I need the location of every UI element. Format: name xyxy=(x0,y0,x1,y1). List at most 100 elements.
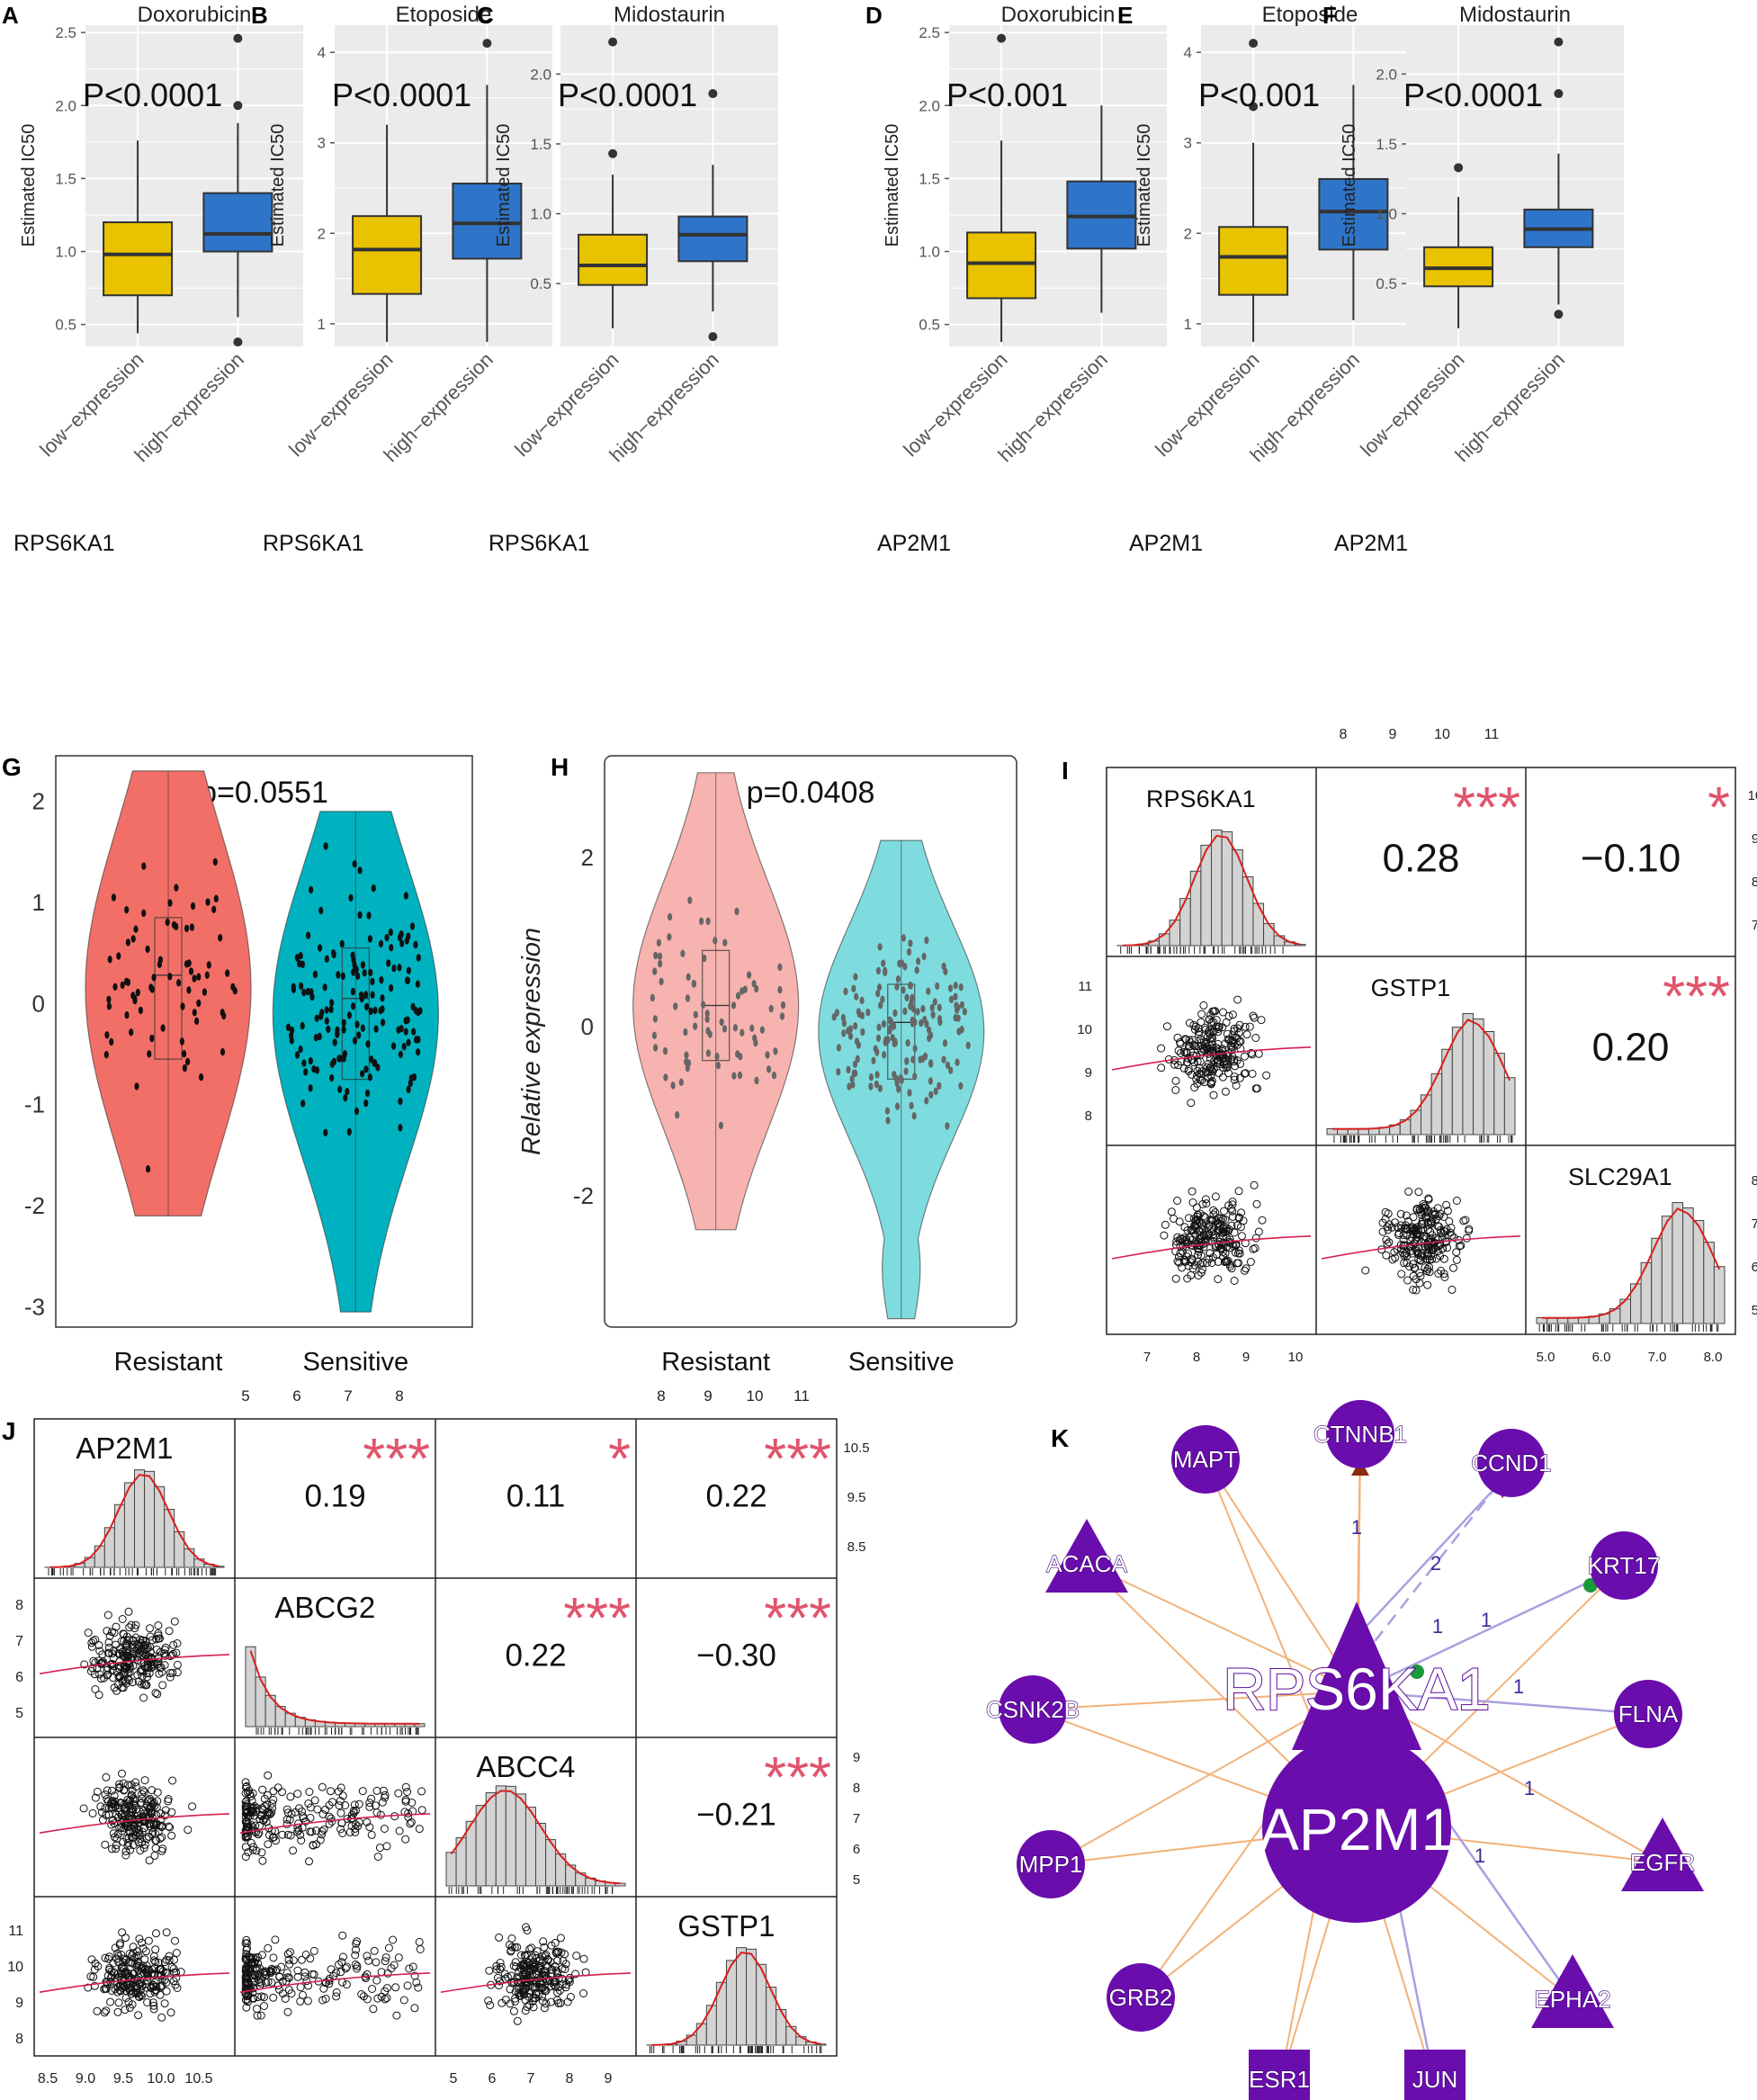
density-curve xyxy=(1331,1019,1511,1130)
data-point xyxy=(881,959,886,967)
scatter-point xyxy=(382,1994,391,2003)
scatter-point xyxy=(125,1623,134,1632)
edge-label: 2 xyxy=(1430,1552,1441,1575)
x-tick-label: low−expression xyxy=(899,348,1011,461)
scatter-point xyxy=(243,1788,252,1797)
scatter-point xyxy=(529,1965,538,1974)
scatter-point xyxy=(80,1660,89,1669)
correlation-value: −0.30 xyxy=(696,1638,776,1673)
scatter-point xyxy=(103,1665,112,1674)
data-point xyxy=(747,971,752,979)
data-point xyxy=(230,983,236,992)
scatter-point xyxy=(89,1656,98,1665)
scatter-point xyxy=(318,1830,327,1839)
scatter-point xyxy=(416,1945,425,1953)
loess-curve xyxy=(1111,1235,1312,1260)
scatter-point xyxy=(1197,1070,1206,1079)
y-tick-label: 2 xyxy=(318,225,326,242)
scatter-point xyxy=(336,1783,345,1792)
data-point xyxy=(312,970,318,979)
scatter-point xyxy=(1230,1027,1239,1036)
scatter-point xyxy=(1449,1233,1458,1242)
scatter-point xyxy=(1180,1223,1189,1232)
data-point xyxy=(749,1024,755,1033)
data-point xyxy=(186,959,192,967)
data-point xyxy=(704,1010,710,1018)
p-value-label: P<0.001 xyxy=(1198,76,1320,113)
x-tick-label: high−expression xyxy=(1246,348,1364,466)
data-point xyxy=(877,943,883,951)
data-point xyxy=(309,885,314,894)
scatter-point xyxy=(352,1806,360,1815)
scatter-point xyxy=(1223,1029,1232,1038)
y-axis-label: Estimated IC50 xyxy=(883,124,902,247)
scatter-point xyxy=(283,1950,292,1959)
scatter-point xyxy=(151,1835,160,1844)
x-tick-label: Sensitive xyxy=(303,1348,409,1377)
data-point xyxy=(384,933,390,942)
y-tick-label: 1.0 xyxy=(530,206,551,223)
scatter-point xyxy=(540,2004,549,2013)
scatter-point xyxy=(365,1802,374,1811)
scatter-point xyxy=(116,1673,125,1682)
scatter-point xyxy=(101,1953,110,1962)
scatter-point xyxy=(1220,1258,1229,1267)
scatter-point xyxy=(1161,1220,1170,1229)
scatter-point xyxy=(156,1634,165,1643)
scatter-point xyxy=(95,1670,103,1679)
data-point xyxy=(199,1073,204,1081)
scatter-point xyxy=(148,1980,157,1989)
scatter-point xyxy=(287,1809,296,1818)
scatter-point xyxy=(1452,1255,1461,1264)
scatter-point xyxy=(134,1643,143,1652)
scatter-point xyxy=(1218,1228,1227,1237)
scatter-point xyxy=(318,1782,327,1791)
scatter-point xyxy=(1465,1226,1474,1235)
scatter-point xyxy=(1234,1187,1243,1196)
scatter-point xyxy=(542,1999,551,2008)
scatter-point xyxy=(327,1814,336,1823)
scatter-point xyxy=(157,2013,166,2022)
data-point xyxy=(125,938,130,947)
histogram-bar xyxy=(475,1805,487,1887)
data-point xyxy=(714,1053,720,1061)
data-point xyxy=(413,940,418,949)
scatter-point xyxy=(260,2002,268,2010)
scatter-point xyxy=(167,1831,176,1840)
scatter-point xyxy=(1191,1217,1200,1226)
scatter-point xyxy=(131,1778,140,1787)
scatter-point xyxy=(266,1969,275,1978)
data-point xyxy=(372,1059,378,1067)
scatter-point xyxy=(1418,1203,1427,1212)
scatter-point xyxy=(114,1998,123,2007)
scatter-cell xyxy=(1111,995,1312,1108)
x-tick-label: high−expression xyxy=(380,348,498,466)
node-label: KRT17 xyxy=(1588,1552,1660,1579)
scatter-point xyxy=(1221,1216,1230,1224)
scatter-point xyxy=(389,1935,398,1944)
scatter-point xyxy=(1233,995,1242,1004)
y-tick-label: 1 xyxy=(32,889,45,916)
scatter-point xyxy=(142,1983,151,1992)
scatter-point xyxy=(138,1680,146,1689)
scatter-point xyxy=(166,1669,175,1677)
scatter-point xyxy=(521,1963,530,1971)
scatter-point xyxy=(1439,1213,1448,1221)
scatter-point xyxy=(1171,1274,1180,1283)
data-point xyxy=(212,857,218,866)
scatter-point xyxy=(1239,1216,1248,1225)
scatter-point xyxy=(123,1781,132,1790)
bottom-tick-label: 8.5 xyxy=(38,2071,58,2087)
data-point xyxy=(882,1051,887,1059)
scatter-point xyxy=(1189,1020,1198,1029)
scatter-point xyxy=(1238,1232,1246,1241)
scatter-point xyxy=(1409,1230,1418,1239)
panel-label: C xyxy=(477,2,494,29)
data-point xyxy=(653,951,659,960)
panel-label: E xyxy=(1117,2,1133,29)
data-point xyxy=(225,969,230,977)
scatter-point xyxy=(150,1956,158,1965)
panel-label: F xyxy=(1322,2,1337,29)
edge-label: 1 xyxy=(1481,1609,1492,1631)
